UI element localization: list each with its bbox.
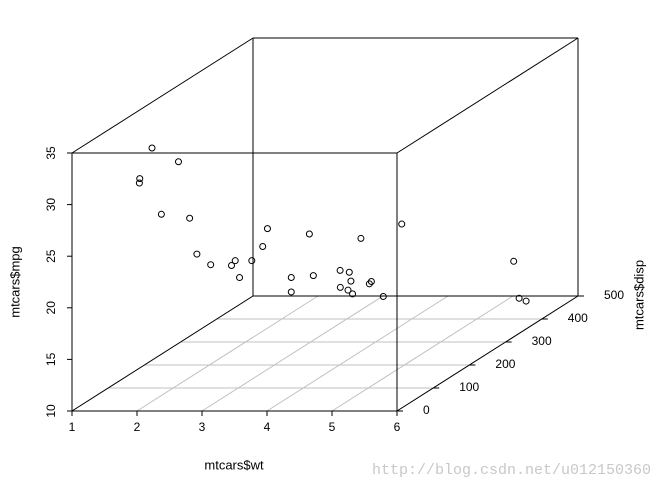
z-tick-label: 300 <box>532 334 552 348</box>
y-tick-label: 30 <box>44 198 58 212</box>
point <box>309 272 317 280</box>
z-tick-label: 0 <box>423 403 430 417</box>
grid-line <box>136 295 319 412</box>
point <box>136 175 144 183</box>
z-tick-label: 500 <box>604 288 624 302</box>
point <box>357 234 365 242</box>
y-tick-label: 10 <box>44 404 58 418</box>
point <box>259 243 267 251</box>
point <box>305 230 313 238</box>
point <box>522 297 530 305</box>
point <box>344 286 352 294</box>
point <box>345 268 353 276</box>
point <box>148 144 156 152</box>
watermark: http://blog.csdn.net/u012150360 <box>372 462 651 479</box>
box-edge <box>396 37 579 154</box>
x-axis-label: mtcars$wt <box>204 457 264 472</box>
point <box>347 277 355 285</box>
point <box>287 274 295 282</box>
y-tick-label: 20 <box>44 301 58 315</box>
point <box>236 274 244 282</box>
point <box>135 179 143 187</box>
point <box>365 280 373 288</box>
point <box>157 210 165 218</box>
box-edge <box>71 295 254 412</box>
y-tick-label: 35 <box>44 146 58 160</box>
point <box>193 250 201 258</box>
point <box>398 220 406 228</box>
z-tick-label: 400 <box>568 311 588 325</box>
point <box>207 261 215 269</box>
point <box>349 290 357 298</box>
x-tick-label: 5 <box>329 420 336 434</box>
x-tick-label: 2 <box>134 420 141 434</box>
point <box>186 214 194 222</box>
point <box>228 262 236 270</box>
point <box>336 266 344 274</box>
x-tick-label: 6 <box>394 420 401 434</box>
point <box>248 257 256 265</box>
grid-line <box>266 295 449 412</box>
point <box>231 257 239 265</box>
point <box>336 283 344 291</box>
box-edge <box>71 37 254 154</box>
y-tick-label: 15 <box>44 352 58 366</box>
x-tick-label: 3 <box>199 420 206 434</box>
y-axis-label: mtcars$mpg <box>7 246 22 318</box>
point <box>174 158 182 166</box>
point <box>287 288 295 296</box>
point <box>367 278 375 286</box>
z-axis-label: mtcars$disp <box>631 260 646 330</box>
x-tick-label: 1 <box>69 420 76 434</box>
y-tick-label: 25 <box>44 249 58 263</box>
grid-line <box>201 295 384 412</box>
point <box>263 225 271 233</box>
z-tick-label: 200 <box>495 357 515 371</box>
grid-line <box>331 295 514 412</box>
point <box>510 257 518 265</box>
box-edge <box>396 295 579 412</box>
point <box>379 292 387 300</box>
x-tick-label: 4 <box>264 420 271 434</box>
point <box>515 294 523 302</box>
z-tick-label: 100 <box>459 380 479 394</box>
